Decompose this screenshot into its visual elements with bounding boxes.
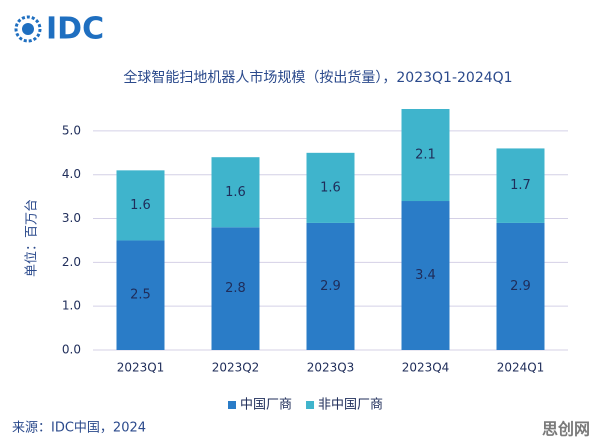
data-label: 1.7 (510, 178, 531, 193)
x-tick-label: 2023Q4 (402, 361, 450, 375)
legend-label: 非中国厂商 (318, 398, 383, 413)
watermark: 思创网 (542, 420, 590, 439)
bar-segment (116, 170, 165, 241)
y-tick-label: 0.0 (62, 343, 81, 357)
y-tick-label: 5.0 (62, 123, 81, 137)
data-label: 1.6 (320, 180, 341, 195)
data-label: 2.1 (415, 148, 436, 163)
x-tick-label: 2023Q1 (117, 361, 165, 375)
source: 来源：IDC中国，2024 (12, 421, 146, 436)
legend-label: 中国厂商 (240, 398, 292, 413)
data-label: 3.4 (415, 268, 436, 283)
chart-title: 全球智能扫地机器人市场规模（按出货量），2023Q1-2024Q1 (123, 69, 512, 86)
bar-segment (306, 222, 355, 350)
data-label: 2.9 (510, 279, 531, 294)
y-axis-label: 单位：百万台 (25, 199, 40, 277)
bar-segment (211, 227, 260, 350)
y-tick-label: 2.0 (62, 255, 81, 269)
x-tick-label: 2023Q3 (307, 361, 355, 375)
data-label: 1.6 (225, 185, 246, 200)
x-tick-label: 2024Q1 (497, 361, 545, 375)
bar-segment (496, 148, 545, 223)
logo: IDC (46, 12, 104, 47)
data-label: 2.9 (320, 279, 341, 294)
y-tick-label: 4.0 (62, 167, 81, 181)
bar-segment (401, 109, 450, 202)
y-tick-label: 3.0 (62, 211, 81, 225)
data-label: 1.6 (130, 198, 151, 213)
y-tick-label: 1.0 (62, 299, 81, 313)
bar-segment (401, 201, 450, 350)
data-label: 2.5 (130, 288, 151, 303)
logo-icon (14, 15, 42, 43)
x-tick-label: 2023Q2 (212, 361, 260, 375)
bar-segment (496, 222, 545, 350)
data-label: 2.8 (225, 281, 246, 296)
legend-swatch (306, 401, 315, 409)
bar-segment (211, 157, 260, 228)
bar-segment (306, 152, 355, 223)
bar-segment (116, 240, 165, 350)
legend-swatch (228, 401, 236, 409)
